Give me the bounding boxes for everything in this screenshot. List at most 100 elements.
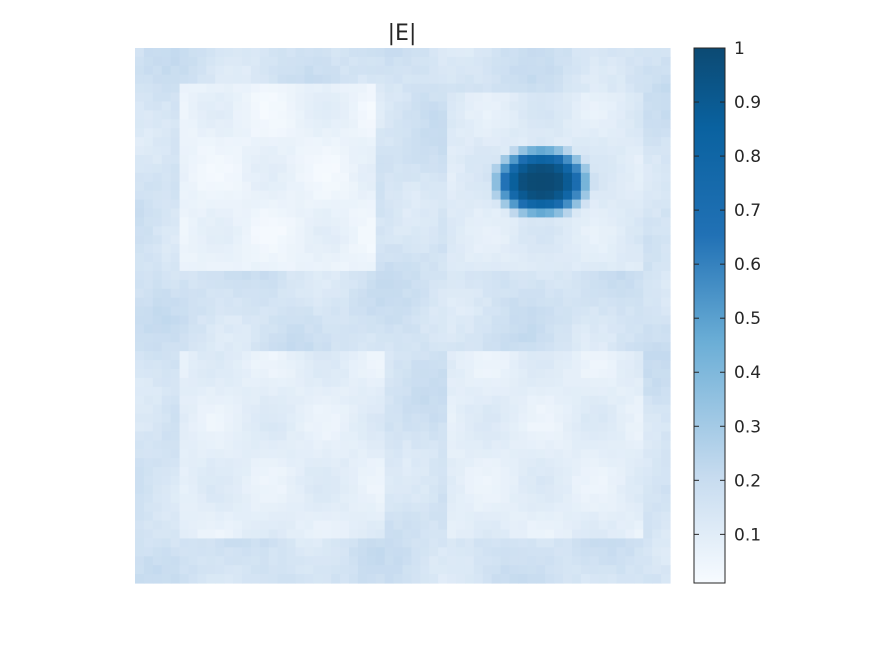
heatmap-cell [375, 137, 386, 147]
heatmap-cell [402, 101, 413, 112]
heatmap-cell [340, 547, 350, 557]
colorbar-tick-label: 0.3 [734, 417, 761, 437]
heatmap-cell [313, 315, 323, 326]
heatmap-cell [536, 413, 546, 424]
heatmap-cell [447, 404, 457, 415]
heatmap-cell [357, 226, 368, 236]
heatmap-cell [295, 128, 306, 138]
heatmap-cell [197, 137, 207, 147]
heatmap-cell [589, 484, 600, 495]
heatmap-cell [331, 422, 341, 433]
heatmap-cell [233, 377, 243, 388]
heatmap-cell [402, 449, 413, 459]
heatmap-cell [188, 395, 199, 406]
heatmap-cell [509, 449, 520, 459]
heatmap-cell [589, 476, 600, 486]
heatmap-cell [277, 493, 288, 504]
heatmap-cell [554, 119, 564, 129]
heatmap-cell [518, 547, 528, 557]
heatmap-cell [518, 360, 528, 370]
heatmap-cell [402, 199, 413, 210]
heatmap-cell [161, 181, 172, 192]
heatmap-cell [304, 297, 314, 308]
heatmap-cell [357, 395, 368, 406]
heatmap-cell [411, 351, 421, 361]
heatmap-cell [625, 467, 635, 477]
heatmap-cell [536, 146, 546, 156]
heatmap-cell [411, 110, 421, 120]
heatmap-cell [304, 431, 314, 441]
heatmap-cell [357, 74, 368, 85]
heatmap-cell [661, 262, 671, 272]
heatmap-cell [464, 83, 475, 94]
heatmap-cell [402, 65, 413, 76]
heatmap-cell [429, 56, 439, 67]
heatmap-cell [661, 520, 671, 531]
heatmap-cell [340, 119, 350, 129]
heatmap-cell [625, 172, 635, 183]
heatmap-cell [188, 155, 199, 165]
heatmap-cell [161, 538, 172, 548]
heatmap-cell [607, 146, 618, 156]
heatmap-cell [447, 484, 457, 495]
heatmap-cell [438, 458, 448, 468]
heatmap-cell [527, 404, 537, 415]
heatmap-cell [447, 163, 457, 174]
heatmap-cell [652, 110, 662, 120]
heatmap-cell [188, 65, 199, 76]
heatmap-cell [616, 306, 627, 317]
heatmap-cell [616, 476, 627, 486]
heatmap-cell [250, 306, 261, 317]
heatmap-cell [384, 351, 395, 361]
heatmap-cell [589, 262, 600, 272]
heatmap-cell [393, 244, 404, 254]
heatmap-cell [179, 440, 190, 450]
heatmap-cell [188, 547, 199, 557]
heatmap-cell [250, 377, 261, 388]
heatmap-cell [598, 297, 609, 308]
heatmap-cell [215, 56, 225, 67]
heatmap-cell [545, 199, 555, 210]
heatmap-cell [500, 315, 511, 326]
heatmap-cell [224, 137, 234, 147]
heatmap-cell [322, 92, 332, 103]
heatmap-cell [491, 56, 502, 67]
heatmap-cell [331, 253, 341, 263]
heatmap-cell [580, 476, 591, 486]
heatmap-cell [456, 297, 466, 308]
heatmap-cell [580, 288, 591, 299]
heatmap-cell [652, 547, 662, 557]
heatmap-cell [143, 360, 154, 370]
heatmap-cell [509, 279, 520, 290]
heatmap-cell [563, 65, 573, 76]
heatmap-cell [500, 493, 511, 504]
heatmap-cell [215, 92, 225, 103]
heatmap-cell [161, 270, 172, 281]
heatmap-cell [598, 56, 609, 67]
heatmap-cell [384, 137, 395, 147]
heatmap-cell [447, 493, 457, 504]
heatmap-cell [384, 288, 395, 299]
heatmap-cell [188, 92, 199, 103]
heatmap-cell [563, 484, 573, 495]
heatmap-cell [420, 74, 430, 85]
heatmap-cell [197, 404, 207, 415]
heatmap-cell [652, 458, 662, 468]
heatmap-cell [313, 48, 323, 58]
heatmap-cell [331, 529, 341, 540]
heatmap-cell [464, 65, 475, 76]
heatmap-cell [152, 172, 163, 183]
heatmap-cell [616, 360, 627, 370]
heatmap-cell [545, 288, 555, 299]
heatmap-cell [250, 253, 261, 263]
heatmap-cell [482, 538, 493, 548]
heatmap-cell [554, 208, 564, 219]
heatmap-cell [215, 83, 225, 94]
heatmap-cell [322, 56, 332, 67]
heatmap-cell [295, 511, 306, 522]
heatmap-cell [188, 377, 199, 388]
heatmap-cell [518, 199, 528, 210]
heatmap-cell [518, 74, 528, 85]
heatmap-cell [375, 574, 386, 584]
heatmap-cell [536, 324, 546, 334]
